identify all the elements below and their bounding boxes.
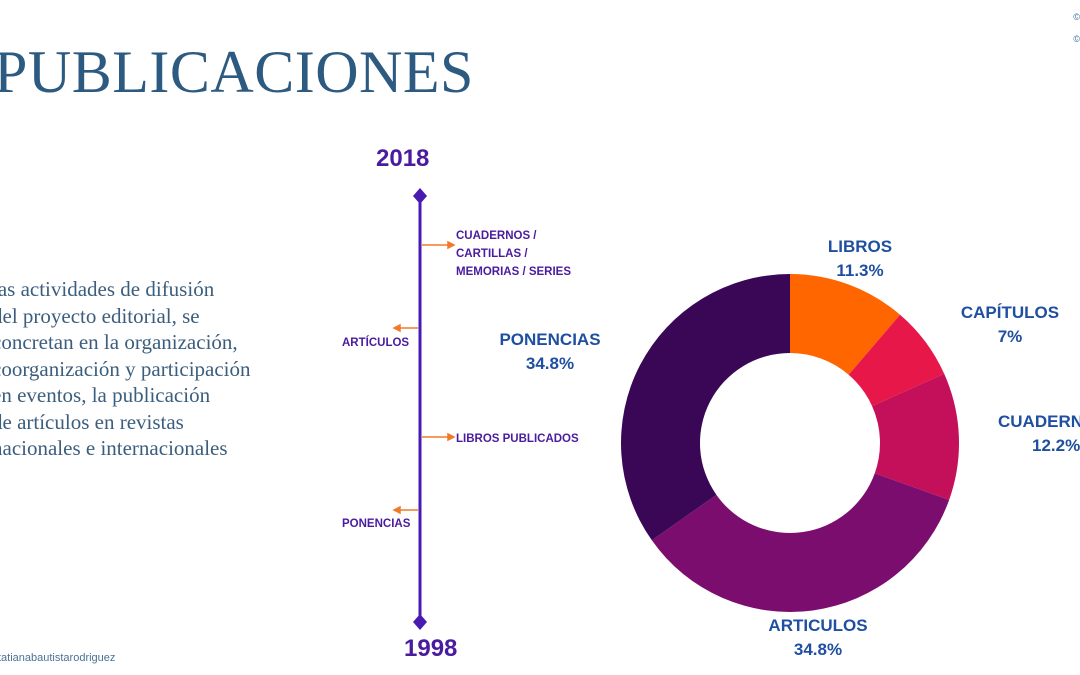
timeline-event-cuadernos: CUADERNOS / CARTILLAS / MEMORIAS / SERIE… <box>456 227 571 281</box>
donut-slice-articulos <box>651 473 950 613</box>
slice-label-cuadernos: CUADERNOS 12.2% <box>998 410 1080 458</box>
slice-value-label: 7% <box>997 327 1023 346</box>
body-line: en eventos, la publicación <box>0 383 211 407</box>
slice-label-capitulos: CAPÍTULOS 7% <box>961 301 1059 349</box>
slice-value-label: 12.2% <box>1032 436 1080 455</box>
body-line: coorganización y participación <box>0 356 251 381</box>
timeline-year-top: 2018 <box>376 145 430 172</box>
arrow-head-icon <box>447 432 456 442</box>
donut-slice-capítulos <box>848 314 945 407</box>
body-line: concretan en la organización, <box>0 330 238 354</box>
slice-value-label: 34.8% <box>525 354 575 373</box>
body-line: nacionales e internacionales <box>0 436 228 460</box>
slice-category-label: CUADERNOS <box>998 412 1080 431</box>
timeline-event-line: MEMORIAS / SERIES <box>456 266 572 278</box>
body-line: las actividades de difusión <box>0 277 215 301</box>
slide-title: PUBLICACIONES <box>0 39 474 105</box>
corner-mark-top: © <box>1073 12 1080 22</box>
timeline-top-diamond <box>413 188 427 204</box>
slice-value-label: 11.3% <box>836 261 884 280</box>
slice-category-label: LIBROS <box>827 237 893 256</box>
author-credit: tatianabautistarodriguez <box>0 652 116 664</box>
slice-label-ponencias: PONENCIAS 34.8% <box>499 328 600 376</box>
slice-category-label: ARTICULOS <box>768 616 868 635</box>
slice-category-label: PONENCIAS <box>499 330 601 349</box>
timeline-event-line: PONENCIAS <box>342 518 411 530</box>
timeline-event-line: ARTÍCULOS <box>342 337 410 349</box>
donut-slice-libros <box>790 274 901 375</box>
slice-label-articulos: ARTICULOS 34.8% <box>768 614 867 662</box>
timeline-event-libros: LIBROS PUBLICADOS <box>456 430 579 448</box>
slice-label-libros: LIBROS 11.3% <box>828 235 892 283</box>
timeline-bottom-diamond <box>413 614 427 630</box>
arrow-head-icon <box>392 505 401 515</box>
slice-category-label: CAPÍTULOS <box>960 303 1060 322</box>
arrow-head-icon <box>392 323 401 333</box>
timeline-event-ponencias: PONENCIAS <box>342 515 410 533</box>
timeline-event-line: LIBROS PUBLICADOS <box>456 433 579 445</box>
timeline-year-bottom: 1998 <box>404 635 458 662</box>
timeline-event-articulos: ARTÍCULOS <box>342 334 409 352</box>
corner-mark-bottom: © <box>1073 34 1080 44</box>
body-text: las actividades de difusión del proyecto… <box>0 276 292 462</box>
body-line: del proyecto editorial, se <box>0 303 200 328</box>
timeline-event-line: CUADERNOS / <box>456 230 537 242</box>
body-line: de artículos en revistas <box>0 409 184 434</box>
timeline-event-line: CARTILLAS / <box>456 248 528 260</box>
donut-slice-ponencias <box>621 274 790 541</box>
slice-value-label: 34.8% <box>793 640 843 659</box>
donut-slice-cuadernos <box>872 373 959 500</box>
arrow-head-icon <box>447 240 456 250</box>
